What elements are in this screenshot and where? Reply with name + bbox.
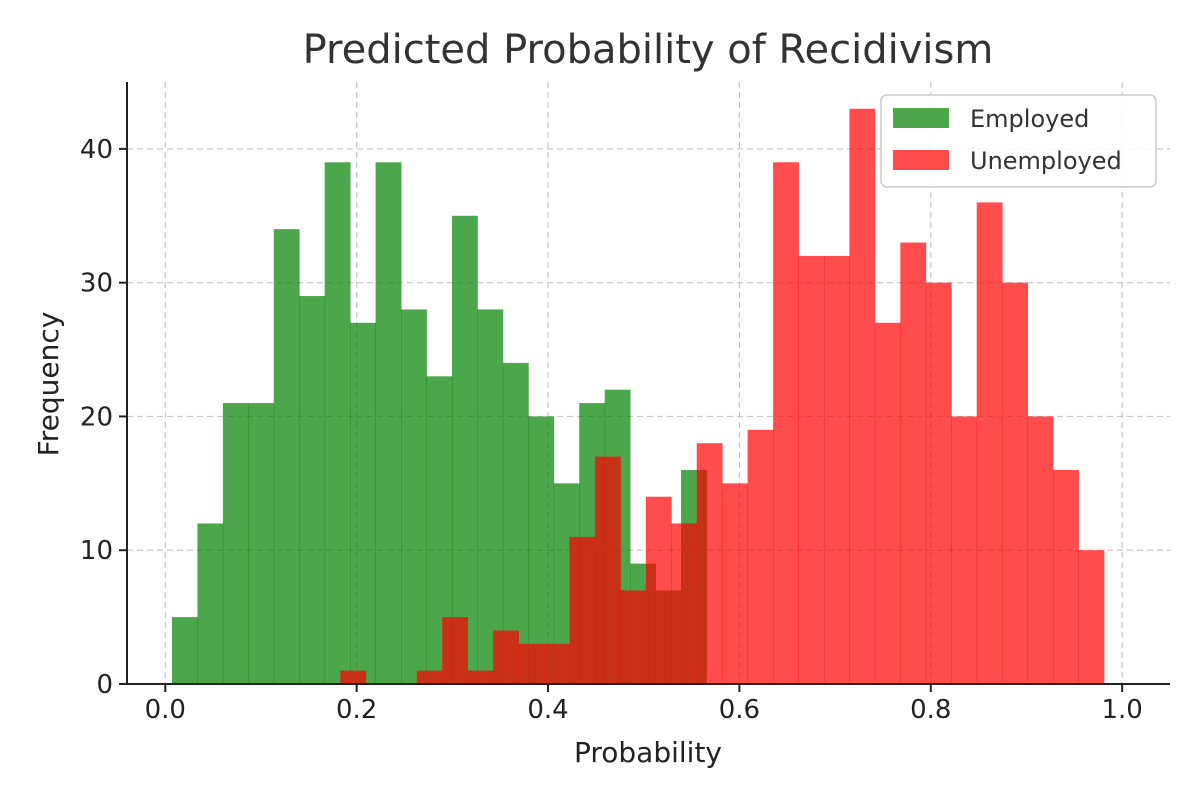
bar-employed-4 bbox=[273, 229, 300, 684]
bar-unemployed-16 bbox=[747, 429, 774, 684]
y-tick-label-4: 40 bbox=[80, 135, 113, 165]
bar-employed-11 bbox=[451, 215, 478, 684]
bar-unemployed-14 bbox=[696, 443, 723, 684]
legend-box bbox=[880, 94, 1157, 188]
bar-unemployed-10 bbox=[594, 456, 621, 684]
legend: Employed Unemployed bbox=[880, 94, 1157, 188]
axes: 0.0 0.2 0.4 0.6 0.8 1.0 0 10 20 30 40 bbox=[80, 82, 1170, 725]
x-tick-label-5: 1.0 bbox=[1101, 695, 1142, 725]
bar-unemployed-13 bbox=[671, 523, 698, 684]
bar-unemployed-15 bbox=[722, 483, 749, 684]
y-tick-label-1: 10 bbox=[80, 536, 113, 566]
bar-unemployed-24 bbox=[951, 416, 978, 684]
histogram-bars bbox=[171, 108, 1105, 685]
bar-unemployed-9 bbox=[569, 536, 596, 684]
bar-employed-12 bbox=[477, 309, 504, 684]
bar-employed-5 bbox=[299, 296, 326, 684]
bar-employed-14 bbox=[528, 416, 555, 684]
bar-unemployed-12 bbox=[645, 496, 672, 684]
y-tick-label-3: 30 bbox=[80, 269, 113, 299]
bar-employed-9 bbox=[401, 309, 427, 684]
legend-label-unemployed: Unemployed bbox=[970, 147, 1122, 175]
bar-unemployed-26 bbox=[1002, 282, 1029, 684]
bar-unemployed-5 bbox=[467, 670, 494, 684]
bar-unemployed-8 bbox=[544, 643, 570, 684]
bar-unemployed-11 bbox=[620, 590, 647, 684]
x-tick-label-2: 0.4 bbox=[527, 695, 568, 725]
chart-title: Predicted Probability of Recidivism bbox=[303, 27, 994, 73]
y-tick-label-0: 0 bbox=[96, 670, 113, 700]
bar-employed-3 bbox=[248, 403, 275, 684]
bar-employed-8 bbox=[375, 162, 402, 684]
bar-employed-1 bbox=[197, 523, 224, 684]
y-axis-label: Frequency bbox=[32, 312, 65, 457]
bar-employed-6 bbox=[324, 162, 351, 684]
bar-unemployed-6 bbox=[493, 630, 519, 684]
x-tick-label-4: 0.8 bbox=[910, 695, 951, 725]
bar-unemployed-7 bbox=[518, 643, 545, 684]
legend-swatch-unemployed bbox=[893, 150, 949, 170]
bar-unemployed-17 bbox=[773, 162, 799, 684]
bar-unemployed-19 bbox=[823, 255, 850, 684]
x-tick-label-3: 0.6 bbox=[719, 695, 760, 725]
bar-unemployed-4 bbox=[442, 617, 469, 684]
bar-unemployed-18 bbox=[798, 255, 825, 684]
bar-unemployed-20 bbox=[849, 108, 876, 684]
bar-unemployed-28 bbox=[1053, 469, 1079, 684]
legend-label-employed: Employed bbox=[970, 105, 1089, 133]
bar-unemployed-23 bbox=[925, 282, 952, 684]
bar-employed-7 bbox=[350, 322, 376, 684]
legend-swatch-employed bbox=[893, 108, 949, 128]
x-axis-label: Probability bbox=[574, 736, 722, 769]
bar-unemployed-22 bbox=[900, 242, 927, 685]
y-tick-label-2: 20 bbox=[80, 402, 113, 432]
bar-employed-2 bbox=[222, 403, 249, 684]
bar-unemployed-21 bbox=[874, 322, 901, 684]
x-tick-label-0: 0.0 bbox=[145, 695, 186, 725]
x-tick-label-1: 0.2 bbox=[336, 695, 377, 725]
bar-unemployed-0 bbox=[340, 670, 367, 684]
bar-employed-0 bbox=[171, 617, 198, 684]
bar-unemployed-25 bbox=[976, 202, 1003, 684]
bar-unemployed-27 bbox=[1027, 416, 1054, 684]
bar-unemployed-29 bbox=[1078, 550, 1105, 684]
bar-unemployed-3 bbox=[416, 670, 443, 684]
